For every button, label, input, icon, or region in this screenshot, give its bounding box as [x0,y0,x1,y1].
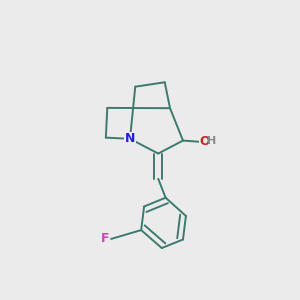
Text: H: H [207,136,216,146]
Text: F: F [101,232,110,245]
Text: N: N [125,132,135,145]
Text: O: O [200,135,210,148]
